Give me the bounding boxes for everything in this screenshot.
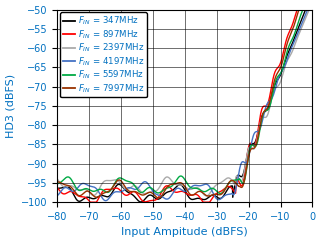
Legend: $F_{IN}$ = 347MHz, $F_{IN}$ = 897MHz, $F_{IN}$ = 2397MHz, $F_{IN}$ = 4197MHz, $F: $F_{IN}$ = 347MHz, $F_{IN}$ = 897MHz, $F… [60,12,147,97]
X-axis label: Input Ampitude (dBFS): Input Ampitude (dBFS) [121,227,248,237]
Y-axis label: HD3 (dBFS): HD3 (dBFS) [5,74,15,138]
